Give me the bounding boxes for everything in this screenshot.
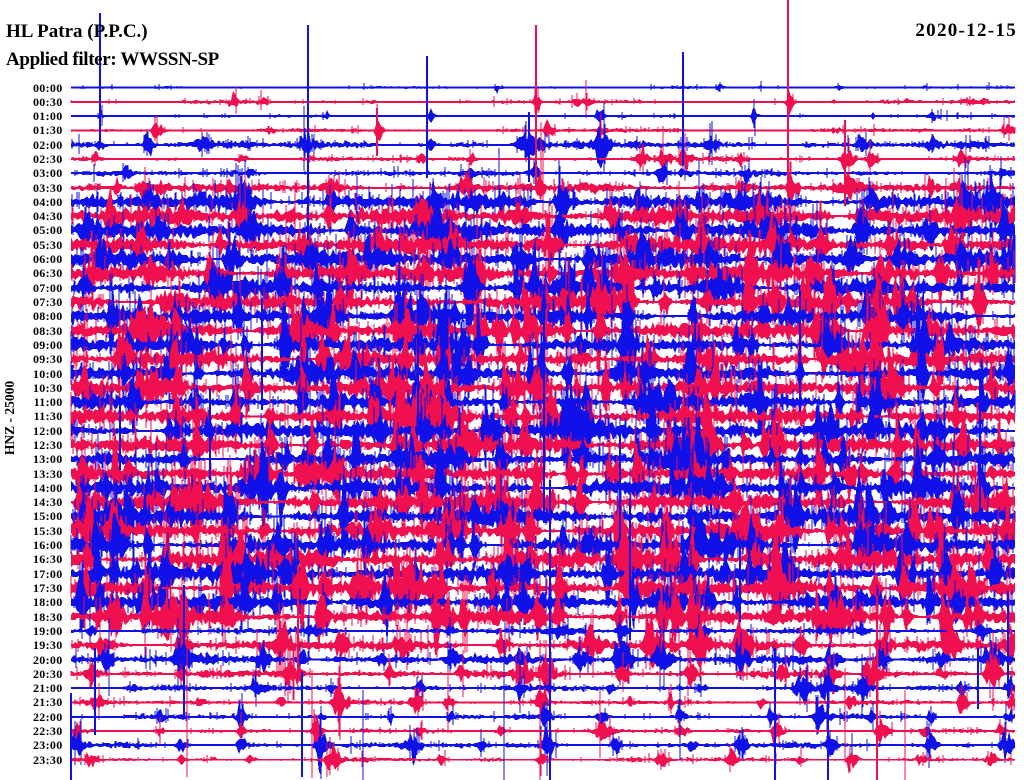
svg-text:14:30: 14:30 (33, 495, 63, 509)
svg-text:02:00: 02:00 (33, 138, 63, 152)
svg-text:09:30: 09:30 (33, 352, 63, 366)
svg-text:12:30: 12:30 (33, 438, 63, 452)
svg-text:15:00: 15:00 (33, 509, 63, 523)
svg-text:12:00: 12:00 (33, 424, 63, 438)
svg-text:05:00: 05:00 (33, 223, 63, 237)
svg-text:06:00: 06:00 (33, 252, 63, 266)
svg-text:02:30: 02:30 (33, 152, 63, 166)
svg-text:11:30: 11:30 (34, 409, 63, 423)
svg-text:22:00: 22:00 (33, 710, 63, 724)
svg-text:18:30: 18:30 (33, 610, 63, 624)
svg-text:10:00: 10:00 (33, 367, 63, 381)
svg-text:21:30: 21:30 (33, 695, 63, 709)
svg-text:HL Patra (P.P.C.): HL Patra (P.P.C.) (6, 21, 148, 42)
svg-text:23:00: 23:00 (33, 738, 63, 752)
svg-text:14:00: 14:00 (33, 481, 63, 495)
svg-text:13:00: 13:00 (33, 452, 63, 466)
svg-text:10:30: 10:30 (33, 381, 63, 395)
svg-text:03:30: 03:30 (33, 181, 63, 195)
svg-text:17:30: 17:30 (33, 581, 63, 595)
svg-text:19:30: 19:30 (33, 638, 63, 652)
svg-text:HNZ - 25000: HNZ - 25000 (2, 381, 17, 456)
svg-text:01:30: 01:30 (33, 123, 63, 137)
svg-text:07:30: 07:30 (33, 295, 63, 309)
svg-text:2020-12-15: 2020-12-15 (915, 20, 1017, 41)
svg-text:11:00: 11:00 (34, 395, 63, 409)
svg-text:08:00: 08:00 (33, 309, 63, 323)
svg-text:06:30: 06:30 (33, 266, 63, 280)
svg-text:05:30: 05:30 (33, 238, 63, 252)
svg-text:21:00: 21:00 (33, 681, 63, 695)
svg-text:13:30: 13:30 (33, 467, 63, 481)
svg-text:04:30: 04:30 (33, 209, 63, 223)
svg-text:07:00: 07:00 (33, 281, 63, 295)
svg-text:18:00: 18:00 (33, 595, 63, 609)
svg-text:04:00: 04:00 (33, 195, 63, 209)
svg-text:08:30: 08:30 (33, 324, 63, 338)
svg-text:00:00: 00:00 (33, 81, 63, 95)
svg-text:16:00: 16:00 (33, 538, 63, 552)
svg-text:22:30: 22:30 (33, 724, 63, 738)
svg-text:23:30: 23:30 (33, 753, 63, 767)
svg-text:20:00: 20:00 (33, 653, 63, 667)
svg-text:19:00: 19:00 (33, 624, 63, 638)
svg-text:00:30: 00:30 (33, 95, 63, 109)
svg-text:03:00: 03:00 (33, 166, 63, 180)
svg-text:15:30: 15:30 (33, 524, 63, 538)
svg-text:09:00: 09:00 (33, 338, 63, 352)
svg-text:16:30: 16:30 (33, 552, 63, 566)
svg-text:01:00: 01:00 (33, 109, 63, 123)
svg-text:Applied filter: WWSSN-SP: Applied filter: WWSSN-SP (6, 49, 220, 70)
svg-text:20:30: 20:30 (33, 667, 63, 681)
svg-text:17:00: 17:00 (33, 567, 63, 581)
